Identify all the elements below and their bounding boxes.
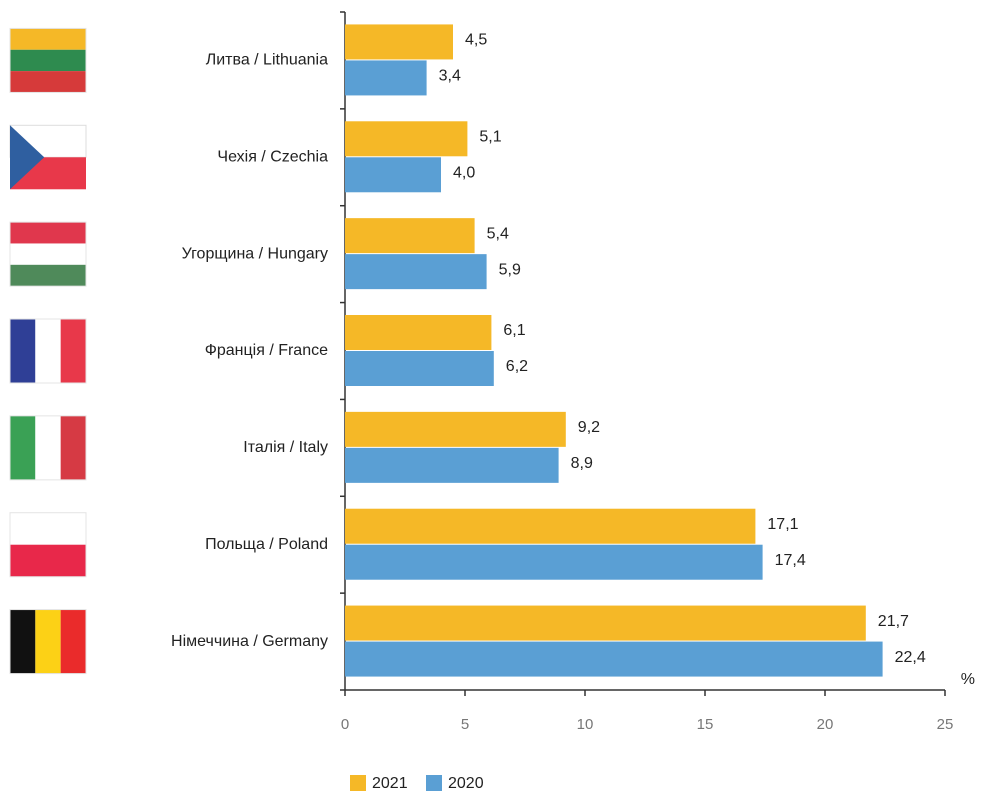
bar xyxy=(345,447,559,483)
flag xyxy=(10,264,86,287)
x-axis-label: % xyxy=(961,671,975,688)
bar xyxy=(345,508,756,544)
flag xyxy=(10,544,86,577)
legend-label: 2021 xyxy=(372,775,408,792)
category-label: Литва / Lithuania xyxy=(206,52,328,69)
value-label: 17,4 xyxy=(775,552,806,569)
x-tick-label: 25 xyxy=(937,716,954,733)
flag xyxy=(10,222,86,244)
flag xyxy=(10,319,36,383)
category-label: Чехія / Czechia xyxy=(217,149,328,166)
bar xyxy=(345,411,566,447)
value-label: 21,7 xyxy=(878,613,909,630)
flag xyxy=(60,415,86,480)
flag-border xyxy=(9,609,87,675)
value-label: 3,4 xyxy=(439,68,461,85)
category-label: Франція / France xyxy=(205,342,328,359)
value-label: 6,2 xyxy=(506,358,528,375)
category-label: Німеччина / Germany xyxy=(171,633,328,650)
bar xyxy=(345,315,492,350)
category-label: Угорщина / Hungary xyxy=(182,245,328,262)
x-tick-label: 20 xyxy=(817,716,834,733)
bar xyxy=(345,544,763,580)
flag-border xyxy=(9,27,87,93)
bar xyxy=(345,157,441,193)
category-label: Італія / Italy xyxy=(243,439,328,456)
flag-border xyxy=(9,318,87,384)
bar xyxy=(345,24,453,60)
value-label: 5,4 xyxy=(487,225,509,242)
flag-border xyxy=(9,221,87,287)
x-tick-label: 10 xyxy=(577,716,594,733)
legend-swatch xyxy=(350,775,366,791)
flag xyxy=(60,319,86,383)
legend-label: 2020 xyxy=(448,775,484,792)
flag xyxy=(10,49,86,72)
category-label: Польща / Poland xyxy=(205,536,328,553)
flag xyxy=(35,319,61,383)
flag xyxy=(10,609,36,674)
value-label: 8,9 xyxy=(571,455,593,472)
flag xyxy=(35,415,61,480)
x-tick-label: 0 xyxy=(341,716,349,733)
bar xyxy=(345,218,475,254)
flag xyxy=(10,28,86,50)
bar xyxy=(345,254,487,290)
flag-border xyxy=(9,415,87,481)
flag xyxy=(60,609,86,674)
value-label: 9,2 xyxy=(578,419,600,436)
flag xyxy=(10,243,86,265)
value-label: 4,5 xyxy=(465,32,487,49)
bar xyxy=(345,60,427,96)
flag xyxy=(10,512,86,545)
flag xyxy=(10,125,45,190)
bar xyxy=(345,351,494,386)
bar xyxy=(345,641,883,677)
value-label: 17,1 xyxy=(767,516,798,533)
bar xyxy=(345,605,866,641)
legend-swatch xyxy=(426,775,442,791)
x-tick-label: 5 xyxy=(461,716,469,733)
value-label: 4,0 xyxy=(453,165,475,182)
flag xyxy=(35,609,61,674)
value-label: 5,1 xyxy=(479,129,501,146)
value-label: 6,1 xyxy=(503,322,525,339)
value-label: 22,4 xyxy=(895,649,926,666)
bar xyxy=(345,121,468,157)
x-tick-label: 15 xyxy=(697,716,714,733)
flag xyxy=(10,415,36,480)
value-label: 5,9 xyxy=(499,261,521,278)
flag xyxy=(10,71,86,93)
flag-border xyxy=(9,512,87,578)
